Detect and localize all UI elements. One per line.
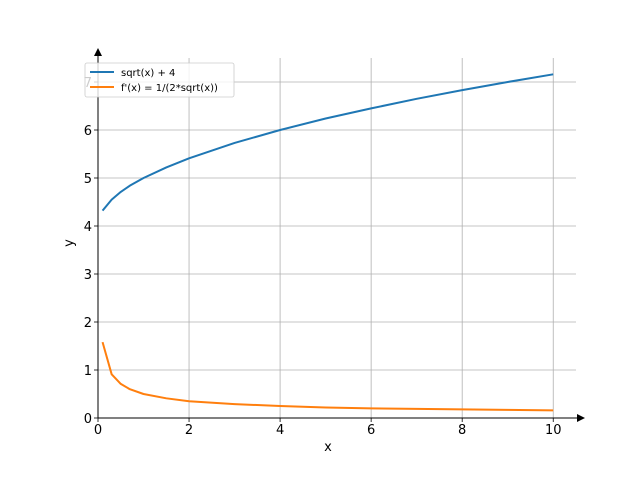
y-axis-label: y — [62, 239, 77, 247]
x-tick-label: 4 — [276, 423, 284, 438]
y-tick-label: 0 — [84, 412, 92, 427]
x-axis-label: x — [324, 440, 332, 455]
axes — [94, 48, 585, 422]
x-axis-arrowhead — [577, 414, 585, 422]
x-tick-label: 2 — [185, 423, 193, 438]
x-tick-label: 0 — [94, 423, 102, 438]
y-tick-label: 1 — [84, 364, 92, 379]
series-line-2 — [101, 341, 554, 412]
legend: sqrt(x) + 4 f'(x) = 1/(2*sqrt(x)) — [84, 62, 235, 98]
legend-box — [84, 62, 235, 98]
legend-label-series-1: sqrt(x) + 4 — [121, 68, 175, 79]
x-tick-label: 10 — [545, 423, 562, 438]
y-tick-label: 6 — [84, 124, 92, 139]
grid-lines — [98, 58, 576, 418]
y-tick-label: 2 — [84, 316, 92, 331]
series-lines — [101, 73, 554, 412]
legend-label-series-2: f'(x) = 1/(2*sqrt(x)) — [121, 83, 218, 94]
y-tick-label: 5 — [84, 172, 92, 187]
series-line-1 — [101, 73, 554, 212]
x-tick-label: 6 — [367, 423, 375, 438]
y-tick-label: 4 — [84, 220, 92, 235]
y-tick-label: 3 — [84, 268, 92, 283]
x-tick-label: 8 — [458, 423, 466, 438]
y-axis-arrowhead — [94, 48, 102, 56]
